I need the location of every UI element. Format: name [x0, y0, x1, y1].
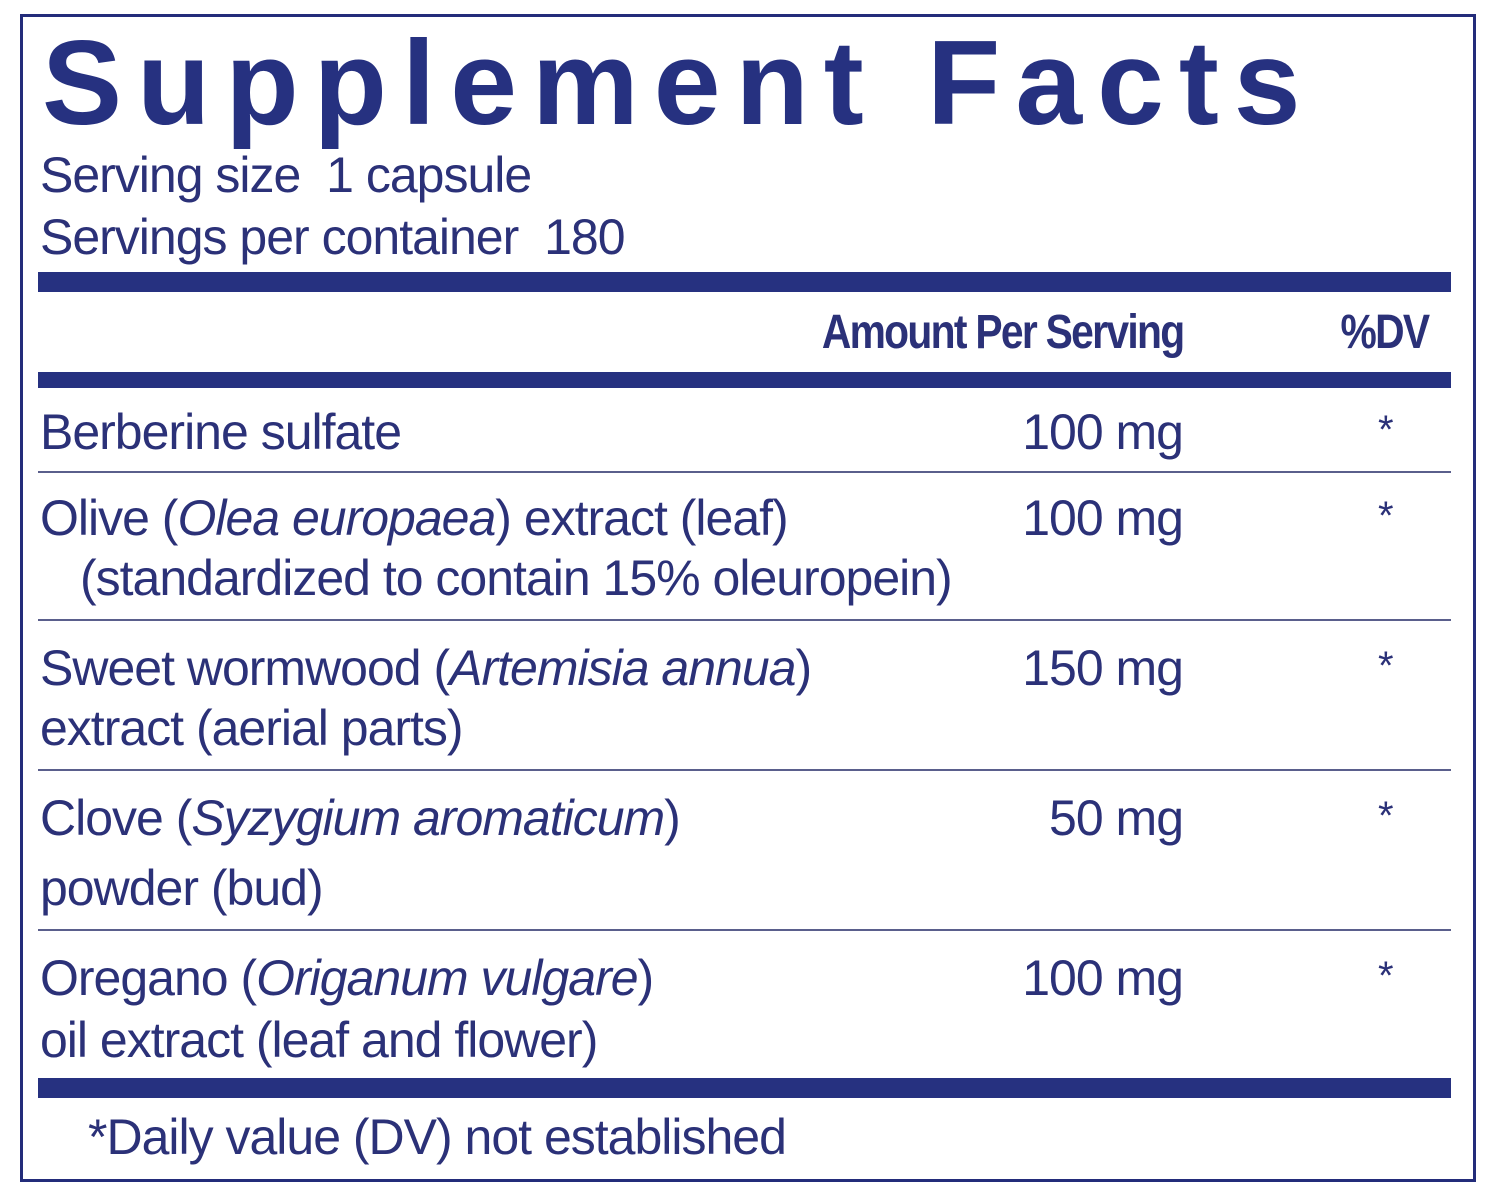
servings-per-container-value: 180: [544, 209, 625, 265]
ingredient-amount: 50 mg: [1049, 790, 1184, 846]
ingredient-name: Sweet wormwood (Artemisia annua): [40, 640, 812, 696]
ingredient-dv: *: [1378, 644, 1394, 688]
ingredient-detail: powder (bud): [40, 860, 324, 916]
thick-divider: [38, 272, 1451, 292]
header-divider: [38, 372, 1451, 388]
ingredient-amount: 100 mg: [1022, 950, 1184, 1006]
ingredient-name: Clove (Syzygium aromaticum): [40, 790, 681, 846]
dv-header: %DV: [1340, 306, 1430, 359]
serving-size-value: 1 capsule: [326, 147, 532, 203]
ingredient-dv: *: [1378, 408, 1394, 452]
label-title: Supplement Facts: [42, 16, 1316, 150]
ingredient-dv: *: [1378, 794, 1394, 838]
ingredient-dv: *: [1378, 954, 1394, 998]
row-divider: [38, 471, 1451, 473]
serving-size-label: Serving size: [40, 147, 301, 203]
ingredient-name: Oregano (Origanum vulgare): [40, 950, 654, 1006]
ingredient-detail: oil extract (leaf and flower): [40, 1012, 598, 1068]
row-divider: [38, 769, 1451, 771]
label-frame: [20, 14, 1476, 1182]
row-divider: [38, 929, 1451, 931]
amount-header: Amount Per Serving: [821, 306, 1184, 359]
bottom-divider: [38, 1078, 1451, 1098]
servings-per-container-label: Servings per container: [40, 209, 519, 265]
ingredient-name: Berberine sulfate: [40, 404, 402, 460]
ingredient-amount: 150 mg: [1022, 640, 1184, 696]
ingredient-detail: extract (aerial parts): [40, 700, 464, 756]
footnote: *Daily value (DV) not established: [88, 1109, 787, 1165]
serving-size: Serving size 1 capsule: [40, 145, 532, 205]
servings-per-container: Servings per container 180: [40, 207, 626, 267]
ingredient-amount: 100 mg: [1022, 404, 1184, 460]
ingredient-name: Olive (Olea europaea) extract (leaf): [40, 490, 789, 546]
ingredient-detail: (standardized to contain 15% oleuropein): [80, 550, 953, 606]
ingredient-dv: *: [1378, 494, 1394, 538]
row-divider: [38, 619, 1451, 621]
ingredient-amount: 100 mg: [1022, 490, 1184, 546]
